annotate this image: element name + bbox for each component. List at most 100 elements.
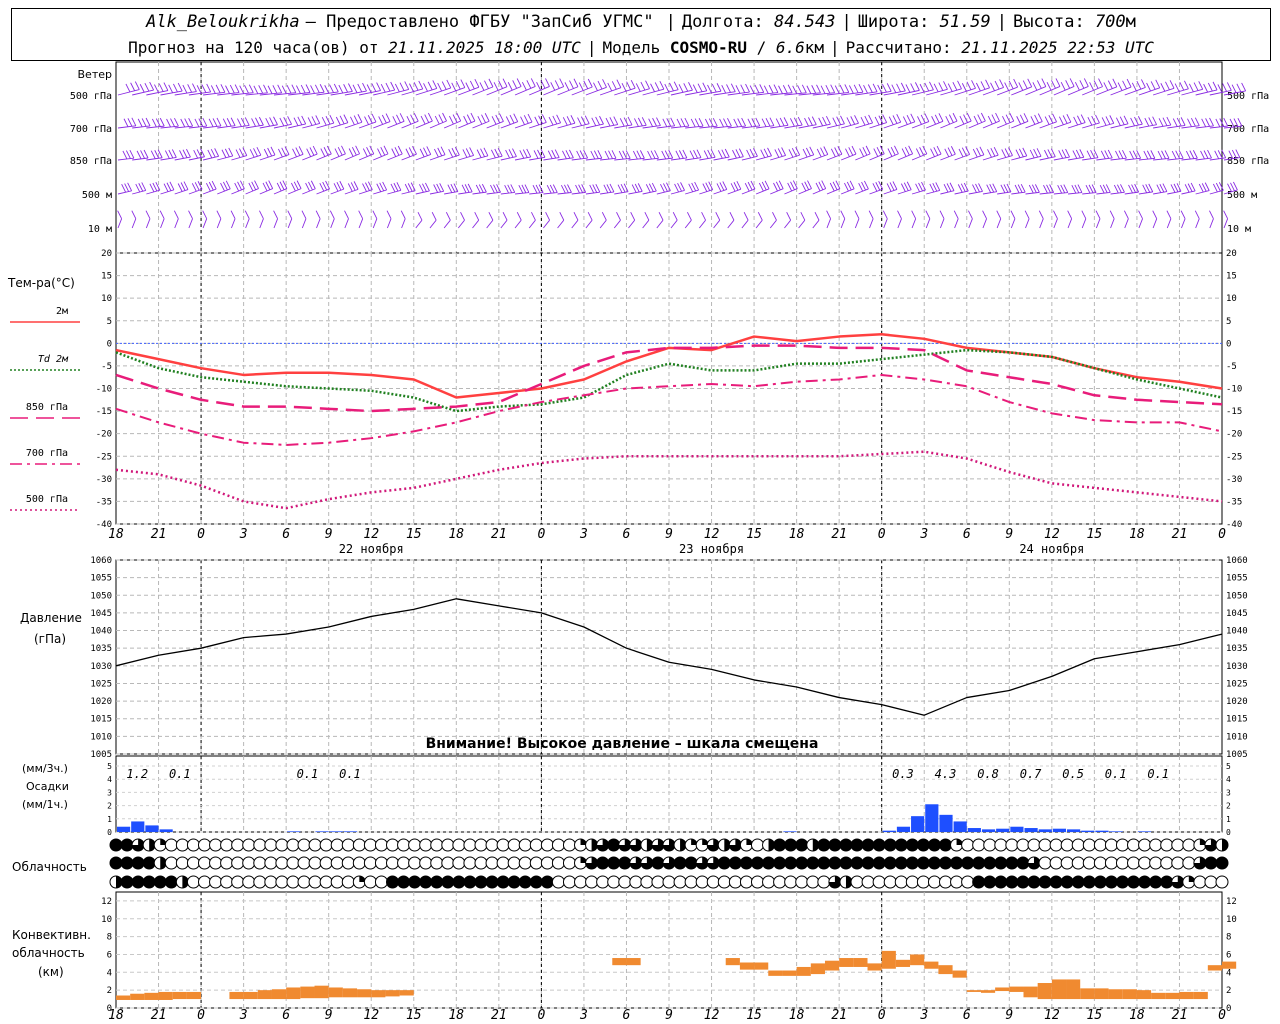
wind-barb	[656, 157, 673, 161]
wind-barb	[543, 122, 561, 129]
wind-barb	[245, 188, 259, 195]
wind-barb	[585, 123, 604, 129]
wind-barb-feather	[783, 117, 789, 126]
conv-bar	[952, 970, 967, 978]
wind-barb-feather	[284, 146, 290, 155]
wind-barb-feather	[1074, 82, 1080, 91]
cloud-fill	[873, 839, 886, 851]
wind-barb-feather	[1187, 183, 1193, 192]
cloud-symbol	[607, 856, 621, 870]
wind-barb	[854, 218, 860, 229]
wind-barb-feather	[744, 182, 750, 192]
wind-barb	[273, 218, 279, 229]
wind-barb	[1053, 156, 1070, 161]
wind-barb-feather	[664, 83, 670, 93]
wind-barb-feather	[597, 80, 603, 90]
y-tick-label: 2	[1226, 802, 1231, 811]
wind-barb	[784, 92, 807, 96]
wind-barb-feather	[887, 148, 893, 157]
wind-barb-feather	[254, 180, 259, 189]
wind-barb	[117, 125, 136, 129]
wind-barb-feather	[1117, 82, 1123, 91]
wind-barb-feather	[1020, 183, 1026, 193]
conv-bar	[938, 965, 953, 975]
precip-total-label: 0.1	[297, 767, 319, 781]
wind-barb	[259, 154, 276, 161]
wind-barb-feather	[1004, 148, 1010, 157]
wind-barb-feather	[130, 82, 136, 91]
wind-barb-feather	[625, 150, 631, 159]
wind-barb-feather	[462, 149, 468, 158]
wind-barb-feather	[244, 85, 249, 94]
cloud-fill	[132, 857, 145, 869]
wind-barb-feather	[391, 148, 397, 157]
wind-barb-feather	[298, 146, 304, 155]
wind-barb-feather	[749, 148, 755, 158]
wind-barb	[160, 218, 165, 229]
wind-barb-feather	[788, 149, 794, 158]
conv-axis-label: Конвективн.	[12, 928, 91, 942]
wind-barb-feather	[171, 149, 177, 158]
wind-barb	[188, 218, 193, 229]
wind-barb-feather	[134, 81, 140, 90]
wind-barb-feather	[170, 118, 175, 127]
wind-barb-feather	[427, 81, 433, 91]
wind-barb	[826, 218, 832, 229]
wind-barb-feather	[840, 210, 846, 219]
wind-barb-feather	[1230, 182, 1235, 192]
cloud-symbol	[1016, 856, 1030, 870]
cloud-fill	[917, 857, 930, 869]
wind-barb	[840, 218, 846, 229]
wind-barb-feather	[509, 114, 515, 124]
wind-barb-feather	[708, 118, 714, 127]
x-tick-label: 9	[1005, 527, 1013, 542]
y-tick-label: 1020	[90, 697, 112, 707]
cloud-fill	[740, 857, 753, 869]
wind-barb-feather	[154, 84, 159, 93]
wind-barb-feather	[804, 181, 810, 190]
wind-barb	[500, 219, 508, 229]
wind-barb-feather	[314, 84, 320, 94]
wind-barb	[160, 125, 179, 129]
wind-barb-feather	[618, 150, 624, 160]
wind-barb-feather	[1205, 118, 1210, 127]
wind-barb	[642, 88, 664, 96]
cloud-symbol	[1082, 875, 1096, 889]
wind-barb	[770, 92, 793, 96]
wind-barb-feather	[1041, 78, 1047, 87]
wind-barb	[273, 154, 290, 161]
wind-barb-feather	[787, 84, 793, 93]
wind-barb-feather	[781, 147, 787, 156]
x-tick-label: 18	[789, 527, 805, 542]
wind-barb-feather	[844, 182, 849, 192]
cloud-symbol	[1149, 856, 1163, 870]
cloud-symbol	[1138, 838, 1152, 852]
wind-barb-feather	[947, 147, 953, 156]
cloud-symbol	[728, 875, 742, 889]
wind-barb-feather	[437, 147, 443, 157]
cloud-fill	[707, 857, 720, 870]
wind-barb-feather	[917, 116, 922, 125]
cloud-fill	[696, 857, 709, 870]
precip-bar	[1052, 828, 1067, 832]
cloud-fill	[674, 857, 687, 869]
wind-barb-feather	[1231, 84, 1237, 93]
wind-barb-feather	[991, 114, 997, 123]
wind-barb	[614, 124, 633, 129]
conv-bar	[1151, 992, 1166, 1000]
wind-barb	[174, 156, 191, 161]
wind-barb-feather	[1093, 149, 1099, 158]
cloud-fill	[397, 876, 410, 888]
cloud-symbol	[1127, 838, 1141, 852]
wind-barb	[486, 86, 508, 96]
y-tick-label: 1040	[1226, 627, 1248, 637]
wind-barb	[231, 125, 250, 129]
wind-barb-feather	[837, 146, 843, 155]
wind-barb	[997, 155, 1013, 161]
wind-barb-feather	[583, 80, 589, 89]
wind-barb-feather	[497, 147, 503, 157]
wind-barb	[883, 153, 899, 161]
y-tick-label: 1030	[1226, 662, 1248, 672]
wind-barb-feather	[1050, 148, 1056, 157]
